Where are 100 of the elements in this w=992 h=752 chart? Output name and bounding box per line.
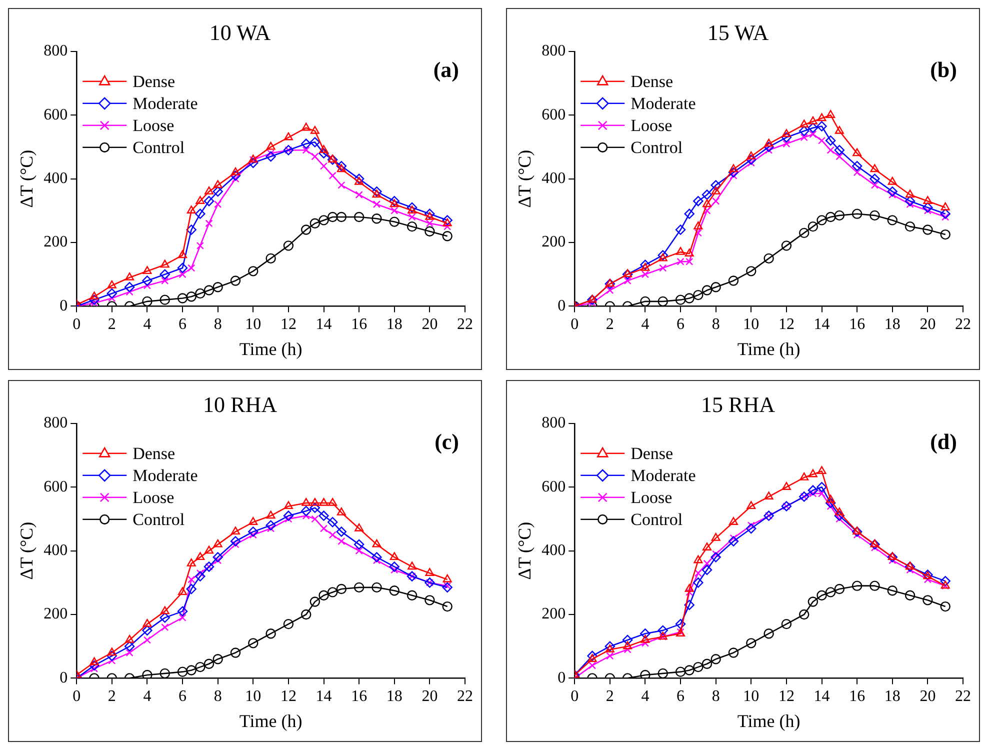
x-tick-label: 4: [641, 316, 650, 334]
x-axis-title: Time (h): [737, 338, 800, 359]
x-tick-label: 14: [316, 316, 332, 334]
legend-label: Dense: [132, 72, 176, 91]
y-tick-label: 200: [542, 606, 566, 623]
y-axis-title: ΔT (°C): [16, 150, 37, 208]
x-tick-label: 8: [712, 316, 720, 334]
x-tick-label: 4: [143, 688, 152, 706]
x-tick-label: 16: [849, 688, 866, 706]
x-tick-label: 22: [457, 688, 473, 706]
x-axis-title: Time (h): [239, 710, 302, 731]
x-tick-label: 10: [245, 688, 262, 706]
y-tick-label: 400: [44, 170, 68, 188]
y-tick-label: 0: [60, 297, 68, 314]
x-tick-label: 16: [849, 316, 866, 334]
x-tick-label: 18: [884, 688, 900, 706]
x-tick-label: 20: [920, 316, 936, 334]
legend-label: Dense: [630, 444, 674, 463]
x-tick-label: 12: [280, 688, 296, 706]
x-axis-title: Time (h): [239, 338, 302, 359]
y-tick-label: 400: [542, 170, 566, 188]
annotation: (a): [433, 57, 459, 82]
y-tick-label: 600: [44, 106, 68, 124]
x-tick-label: 4: [143, 316, 152, 334]
y-tick-label: 0: [60, 669, 68, 686]
annotation: (c): [434, 429, 459, 454]
y-axis-title: ΔT (°C): [16, 522, 37, 580]
y-tick-label: 400: [542, 542, 566, 560]
y-tick-label: 800: [542, 42, 566, 60]
y-tick-label: 400: [44, 542, 68, 560]
legend-label: Dense: [132, 444, 176, 463]
legend-label: Loose: [630, 116, 672, 135]
x-tick-label: 8: [214, 316, 222, 334]
x-tick-label: 22: [955, 316, 971, 334]
y-tick-label: 600: [542, 106, 566, 124]
legend-label: Moderate: [630, 94, 696, 113]
x-tick-label: 12: [778, 316, 794, 334]
x-tick-label: 2: [108, 316, 116, 334]
x-tick-label: 20: [422, 688, 438, 706]
x-tick-label: 16: [351, 316, 368, 334]
annotation: (d): [930, 429, 957, 454]
legend-label: Moderate: [132, 94, 198, 113]
legend-label: Control: [630, 138, 683, 157]
x-tick-label: 22: [955, 688, 971, 706]
chart-title: 15 WA: [707, 20, 769, 45]
chart-title: 10 RHA: [203, 392, 278, 417]
chart-title: 10 WA: [209, 20, 271, 45]
x-tick-label: 0: [570, 316, 579, 334]
y-tick-label: 0: [558, 669, 566, 686]
x-tick-label: 0: [570, 688, 579, 706]
x-tick-label: 10: [245, 316, 262, 334]
x-tick-label: 6: [676, 316, 685, 334]
y-tick-label: 600: [44, 478, 68, 496]
y-tick-label: 800: [44, 42, 68, 60]
y-tick-label: 200: [44, 234, 68, 251]
y-axis-title: ΔT (°C): [514, 522, 535, 580]
annotation: (b): [930, 57, 957, 82]
legend-label: Loose: [132, 116, 174, 135]
x-tick-label: 10: [743, 316, 760, 334]
y-tick-label: 0: [558, 297, 566, 314]
x-tick-label: 0: [72, 316, 81, 334]
x-tick-label: 10: [743, 688, 760, 706]
x-tick-label: 2: [108, 688, 116, 706]
y-tick-label: 200: [44, 606, 68, 623]
x-tick-label: 14: [814, 688, 830, 706]
legend-label: Loose: [132, 488, 174, 507]
x-tick-label: 8: [214, 688, 222, 706]
x-tick-label: 4: [641, 688, 650, 706]
x-tick-label: 18: [386, 688, 402, 706]
x-tick-label: 14: [814, 316, 830, 334]
legend-label: Control: [132, 510, 185, 529]
y-axis-title: ΔT (°C): [514, 150, 535, 208]
x-tick-label: 22: [457, 316, 473, 334]
legend-label: Control: [630, 510, 683, 529]
x-tick-label: 6: [676, 688, 685, 706]
x-tick-label: 18: [884, 316, 900, 334]
chart-title: 15 RHA: [701, 392, 776, 417]
x-tick-label: 20: [422, 316, 438, 334]
x-tick-label: 8: [712, 688, 720, 706]
x-tick-label: 18: [386, 316, 402, 334]
y-tick-label: 800: [44, 414, 68, 432]
x-tick-label: 20: [920, 688, 936, 706]
legend-label: Loose: [630, 488, 672, 507]
x-tick-label: 6: [178, 688, 187, 706]
y-tick-label: 200: [542, 234, 566, 251]
y-tick-label: 800: [542, 414, 566, 432]
legend-label: Moderate: [132, 466, 198, 485]
x-axis-title: Time (h): [737, 710, 800, 731]
legend-label: Dense: [630, 72, 674, 91]
legend-label: Control: [132, 138, 185, 157]
x-tick-label: 6: [178, 316, 187, 334]
x-tick-label: 16: [351, 688, 368, 706]
x-tick-label: 2: [606, 316, 614, 334]
x-tick-label: 12: [778, 688, 794, 706]
x-tick-label: 12: [280, 316, 296, 334]
legend-label: Moderate: [630, 466, 696, 485]
y-tick-label: 600: [542, 478, 566, 496]
x-tick-label: 14: [316, 688, 332, 706]
x-tick-label: 0: [72, 688, 81, 706]
x-tick-label: 2: [606, 688, 614, 706]
